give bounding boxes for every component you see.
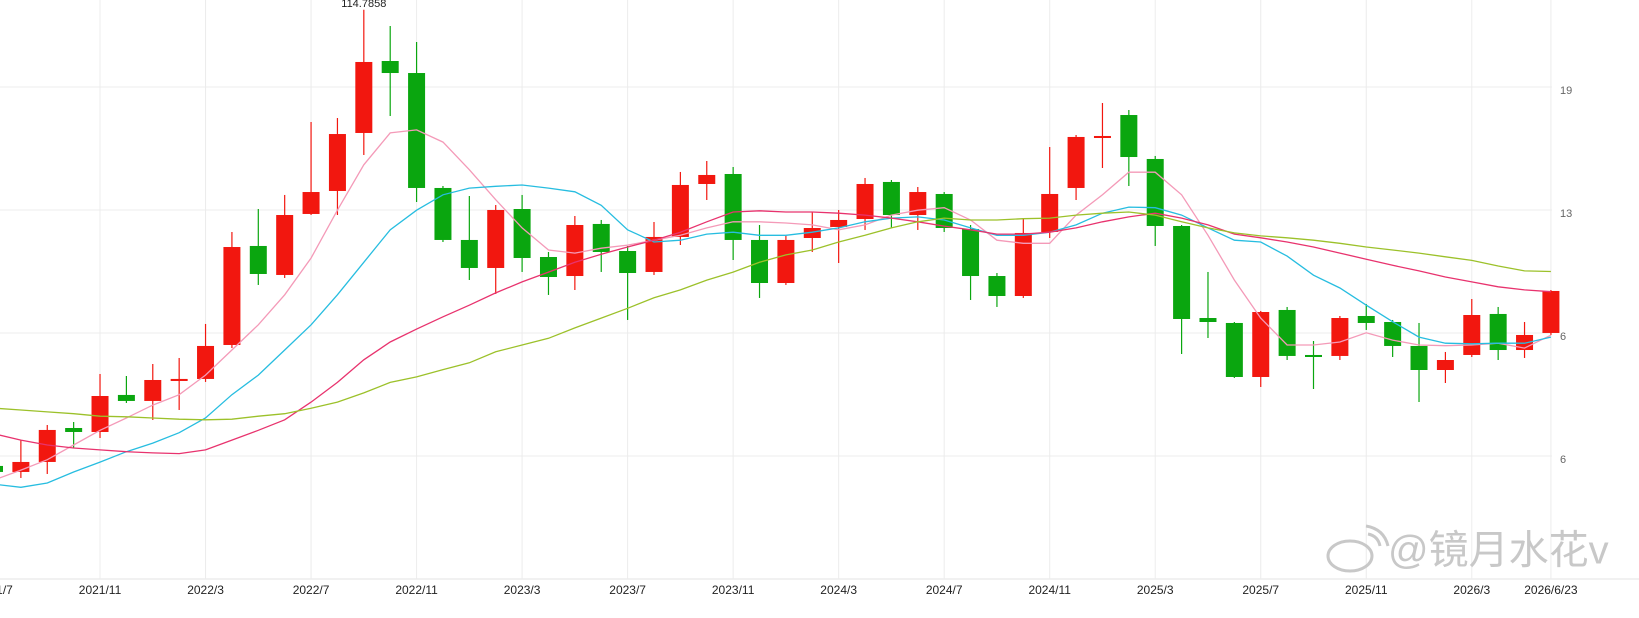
candle-body [1173,225,1191,319]
x-tick-label: 2025/7 [1242,583,1279,597]
candle-body [1093,135,1111,139]
candle-body [1252,312,1270,377]
candle-body [539,257,557,277]
candle-body [1331,318,1349,356]
candle-body [487,209,505,268]
x-tick-label: 2023/7 [609,583,646,597]
candle-body [1357,315,1375,323]
moving-average-line [0,210,1551,455]
x-tick-label: 2022/11 [395,583,438,597]
candle-body [0,465,3,472]
candle-body [1146,158,1164,226]
x-tick-label: 2021/7 [0,583,13,597]
candle-body [1041,193,1059,232]
candle-body [1067,136,1085,188]
candle-body [777,239,795,284]
candle-body [12,461,30,472]
watermark: @镜月水花v [1388,529,1609,573]
candle-body [645,236,663,272]
candle-body [1305,354,1322,358]
watermark-logo [1326,524,1390,573]
x-tick-label: 2023/3 [504,583,541,597]
x-tick-label: 2024/11 [1028,583,1071,597]
candle-body [751,239,769,284]
candle-body [1278,309,1296,356]
candle-body [830,219,848,227]
candle-body [962,228,980,277]
candle-body [1120,115,1138,158]
moving-average-line [0,129,1552,479]
candle-body [434,187,452,240]
candle-body [38,429,56,462]
candle-body [592,223,610,252]
candle-body [1489,313,1507,351]
candle-body [803,228,821,239]
x-tick-label: 2022/7 [293,583,330,597]
candle-body [988,276,1006,296]
x-tick-label: 2021/11 [79,583,122,597]
candle-body [223,247,241,345]
candle-body [170,378,188,381]
y-tick-label: 6 [1560,331,1566,343]
candles [0,9,1560,488]
candle-body [1384,321,1402,346]
candle-body [1410,345,1428,370]
candle-body [856,183,874,219]
candle-body [117,394,135,401]
candle-body [91,395,109,432]
candle-body [197,345,215,379]
candle-body [513,209,531,258]
candle-body [1463,315,1481,355]
moving-average-line [0,211,1551,421]
candle-body [302,192,320,214]
candle-body [698,174,716,184]
x-tick-label: 2022/3 [187,583,224,597]
y-tick-label: 13 [1560,208,1572,220]
x-tick-label: 2026/6/23 [1524,583,1578,597]
x-tick-label: 2025/11 [1345,583,1388,597]
candle-body [355,61,373,133]
moving-average-line [0,184,1552,488]
candle-body [460,239,478,268]
x-tick-label: 2026/3 [1453,583,1490,597]
candle-body [619,250,637,274]
x-tick-label: 2023/11 [712,583,755,597]
candle-body [1225,322,1243,377]
candle-body [144,379,162,401]
x-tick-label: 2024/3 [820,583,857,597]
candle-body [1199,318,1217,322]
high-label: 114.7858 [341,0,386,10]
x-tick-label: 2024/7 [926,583,963,597]
candle-body [65,427,83,432]
candle-body [1542,290,1560,333]
candle-body [724,173,742,240]
x-tick-label: 2025/3 [1137,583,1174,597]
y-tick-label: 6 [1560,454,1566,466]
candle-body [882,181,900,216]
candle-body [1014,232,1032,296]
candle-body [249,245,267,274]
candle-body [381,61,399,74]
candle-body [328,134,346,191]
candle-body [276,215,294,275]
candle-body [566,225,584,277]
y-tick-label: 19 [1560,85,1572,97]
candle-body [1436,360,1454,370]
candle-body [671,184,689,237]
